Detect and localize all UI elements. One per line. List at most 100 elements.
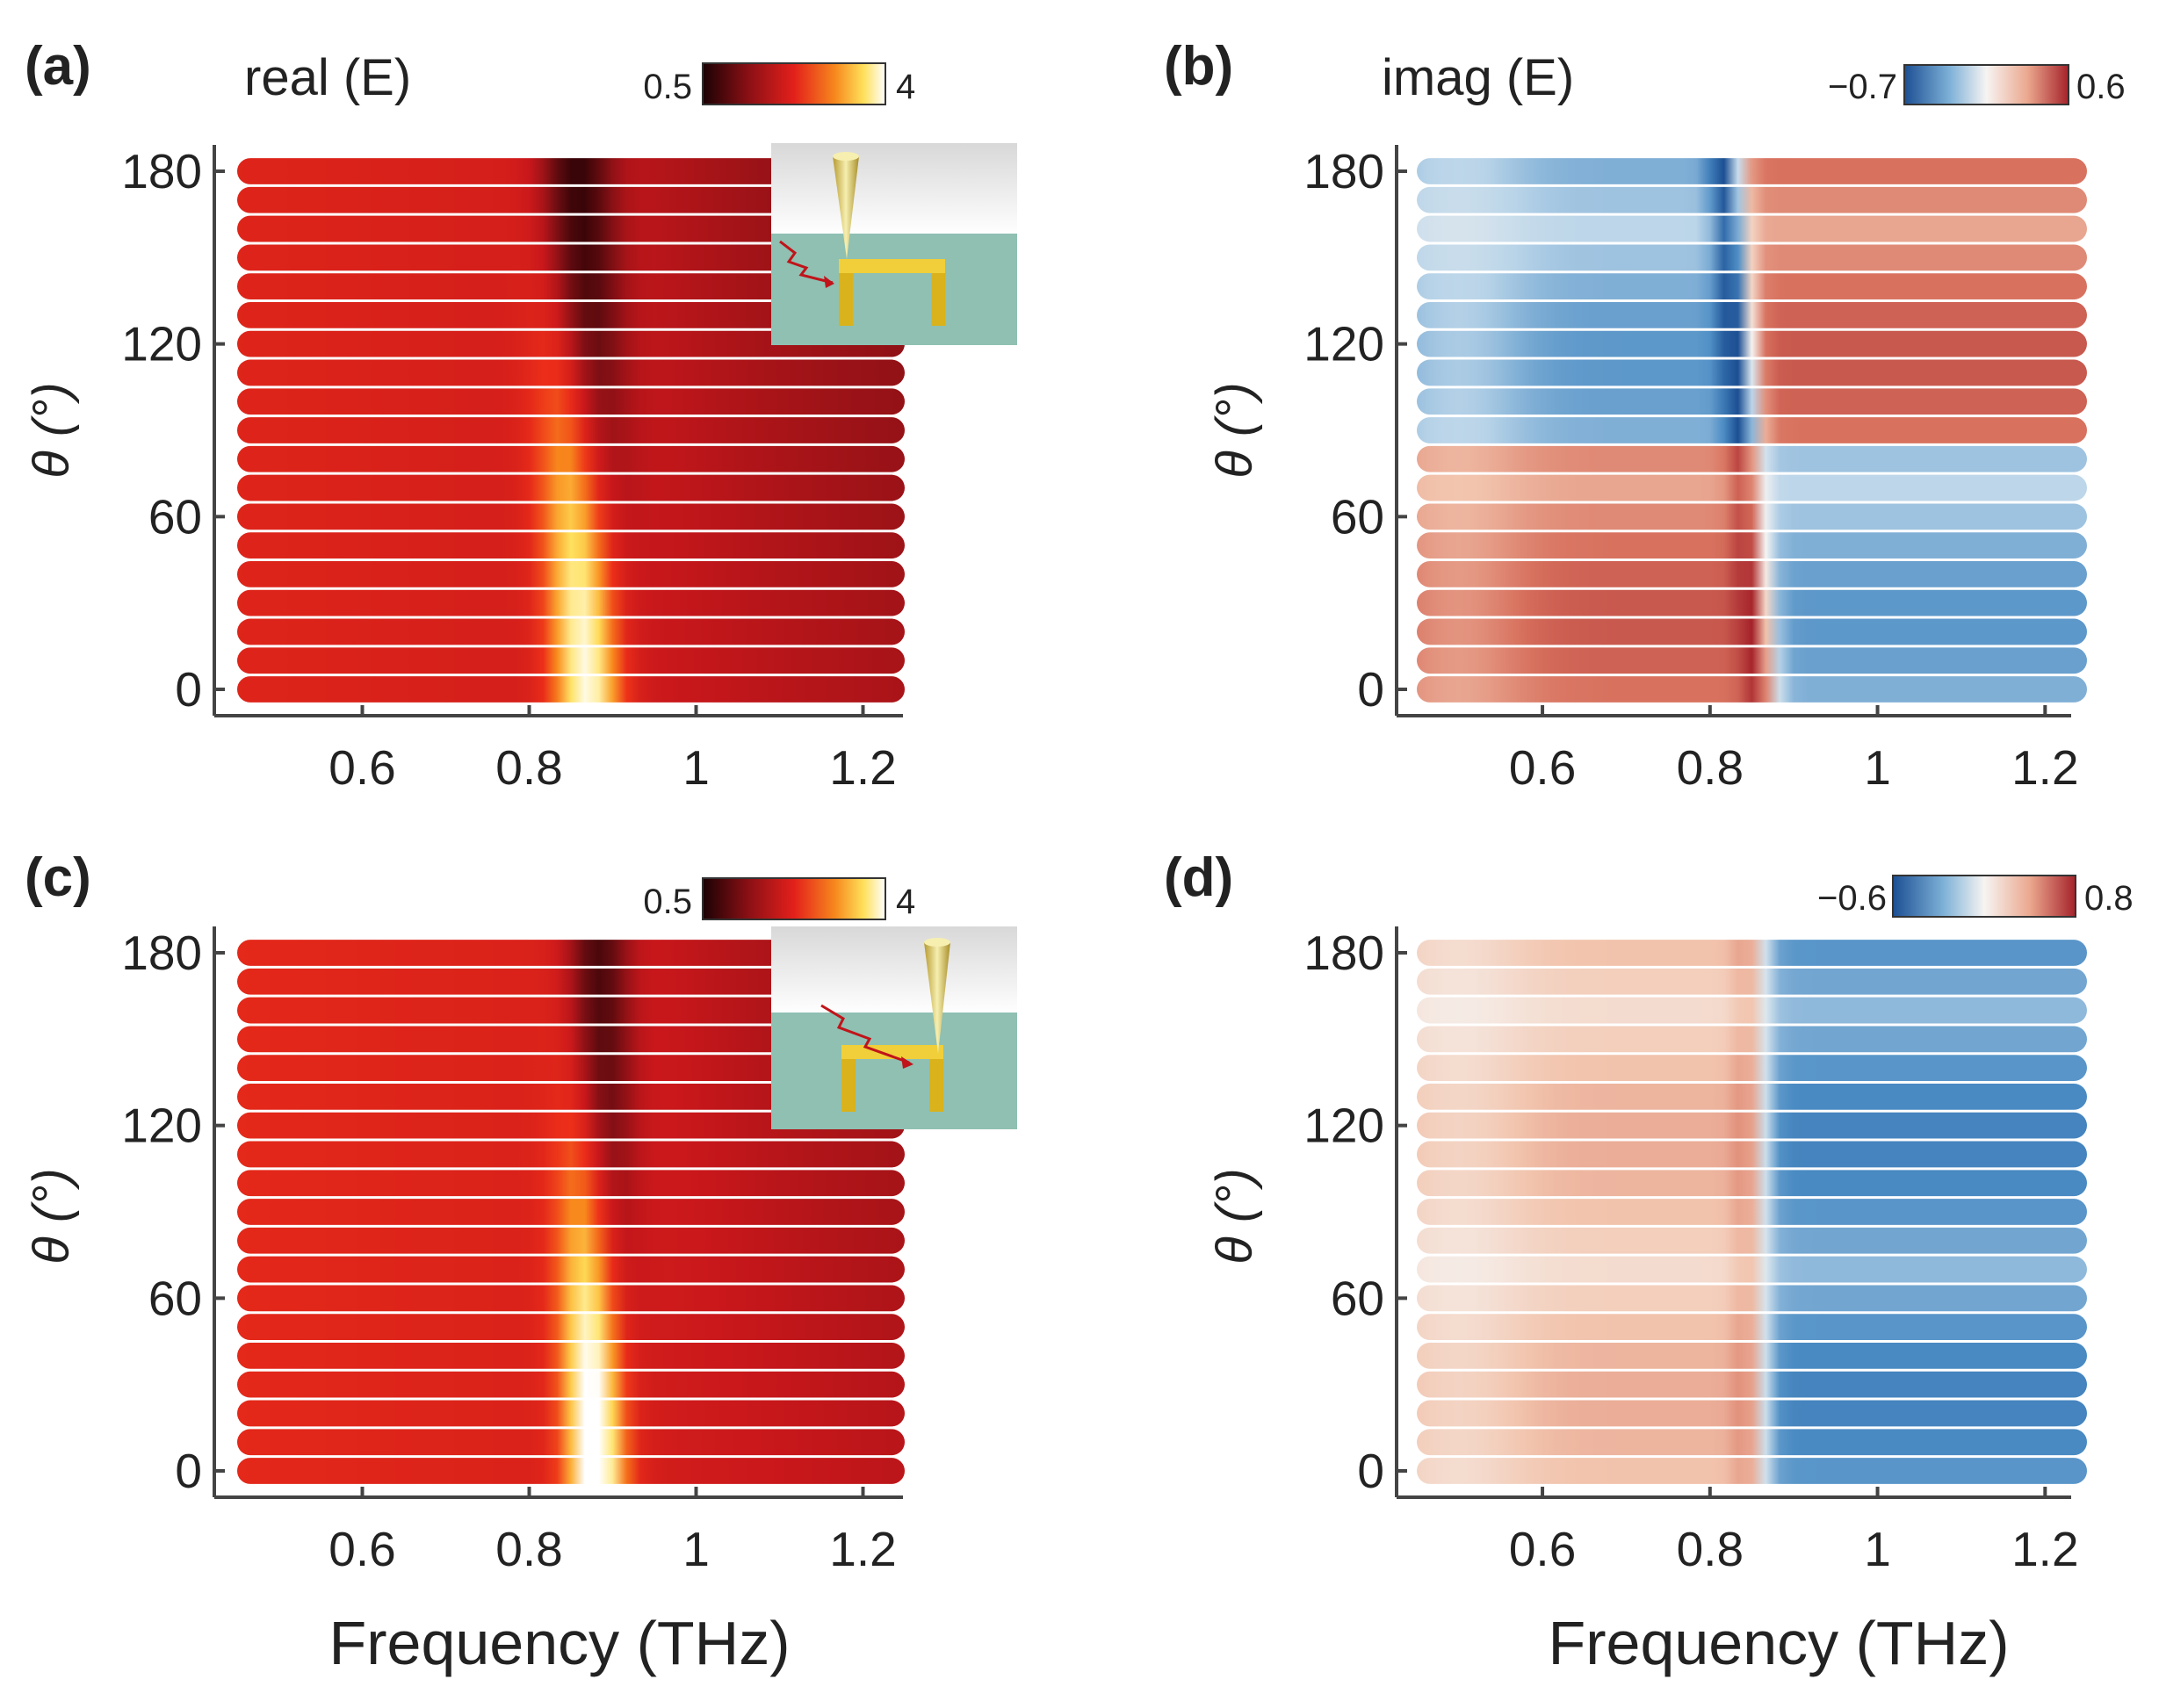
panel-c-label: (c) [25, 847, 91, 908]
heatmap-row-theta-180 [237, 940, 905, 966]
heatmap-row-theta-100 [1417, 388, 2087, 415]
heatmap-row-theta-90 [237, 417, 905, 443]
panel-a-label: (a) [25, 36, 91, 97]
y-tick-label: 120 [121, 1099, 202, 1153]
heatmap-row-theta-80 [237, 1227, 905, 1254]
panel-a-colorbar-min: 0.5 [643, 68, 692, 106]
heatmap-row-theta-20 [237, 1400, 905, 1427]
heatmap-row-theta-110 [237, 1141, 905, 1168]
panel-c-colorbar: 0.5 4 [643, 877, 915, 921]
x-tick-label: 0.6 [329, 740, 395, 795]
panel-a-inset [771, 143, 1017, 345]
panel-d-colorbar: −0.6 0.8 [1817, 875, 2134, 918]
heatmap-row-theta-70 [1417, 474, 2087, 501]
heatmap-row-theta-150 [237, 1026, 905, 1053]
heatmap-row-theta-130 [1417, 302, 2087, 328]
heatmap-row-theta-40 [1417, 561, 2087, 587]
panel-a-axes: 0 60 120 180 0.6 0.8 1 1.2 [121, 144, 903, 795]
heatmap-row-theta-130 [237, 1084, 905, 1110]
y-tick-label: 180 [121, 926, 202, 980]
heatmap-row-theta-100 [237, 1170, 905, 1197]
heatmap-row-theta-40 [237, 1343, 905, 1369]
heatmap-row-theta-0 [1417, 1458, 2087, 1484]
panel-d-colorbar-bar [1892, 875, 2076, 918]
heatmap-row-theta-80 [1417, 445, 2087, 472]
panel-a-inset-background [771, 143, 1017, 235]
heatmap-row-theta-150 [1417, 1026, 2087, 1053]
heatmap-row-theta-80 [237, 445, 905, 472]
panel-b-heatmap [1417, 158, 2087, 703]
heatmap-row-theta-30 [1417, 1371, 2087, 1398]
panel-d-colorbar-min: −0.6 [1817, 879, 1887, 918]
y-tick-label: 60 [1331, 489, 1384, 544]
panel-b-colorbar-max: 0.6 [2076, 68, 2126, 106]
panel-d-axes: 0 60 120 180 0.6 0.8 1 1.2 [1303, 926, 2078, 1576]
heatmap-row-theta-140 [237, 273, 905, 299]
h-resonator-tip-left-icon [779, 152, 945, 326]
heatmap-row-theta-60 [1417, 503, 2087, 530]
heatmap-row-theta-180 [1417, 940, 2087, 966]
panel-b-title: imag (E) [1382, 49, 1574, 106]
heatmap-row-theta-10 [237, 647, 905, 674]
panel-d-heatmap [1417, 940, 2087, 1484]
panel-d-colorbar-max: 0.8 [2084, 879, 2134, 918]
heatmap-row-theta-120 [1417, 330, 2087, 357]
heatmap-row-theta-60 [237, 1285, 905, 1312]
heatmap-row-theta-180 [237, 158, 905, 184]
heatmap-row-theta-60 [237, 503, 905, 530]
heatmap-row-theta-160 [237, 215, 905, 242]
heatmap-row-theta-100 [1417, 1170, 2087, 1197]
heatmap-row-theta-140 [1417, 273, 2087, 299]
heatmap-row-theta-100 [237, 388, 905, 415]
x-tick-label: 0.6 [1509, 1522, 1576, 1576]
x-tick-label: 1.2 [2011, 740, 2078, 795]
x-tick-label: 1 [1864, 740, 1891, 795]
heatmap-row-theta-20 [1417, 618, 2087, 645]
y-tick-label: 120 [1303, 317, 1384, 371]
x-tick-label: 1.2 [829, 740, 896, 795]
heatmap-row-theta-50 [1417, 1314, 2087, 1340]
heatmap-row-theta-170 [1417, 968, 2087, 995]
panel-c-colorbar-bar [702, 877, 886, 920]
heatmap-row-theta-80 [1417, 1227, 2087, 1254]
panel-a-ylabel: θ (°) [23, 382, 80, 478]
heatmap-row-theta-20 [1417, 1400, 2087, 1427]
panel-c-xlabel: Frequency (THz) [329, 1609, 790, 1677]
heatmap-row-theta-120 [237, 330, 905, 357]
panel-d-label: (d) [1164, 847, 1233, 908]
y-tick-label: 0 [175, 662, 202, 717]
panel-c-colorbar-max: 4 [896, 883, 915, 921]
heatmap-row-theta-170 [1417, 186, 2087, 213]
panel-a-inset-substrate [771, 234, 1017, 345]
panel-d-ylabel: θ (°) [1206, 1168, 1263, 1264]
heatmap-row-theta-120 [237, 1112, 905, 1139]
x-tick-label: 0.8 [1677, 1522, 1744, 1576]
heatmap-row-theta-0 [237, 676, 905, 703]
panel-d: (d) −0.6 0.8 0 60 120 180 0.6 0.8 1 1.2 θ (°) F… [1164, 847, 2134, 1677]
heatmap-row-theta-10 [1417, 1429, 2087, 1456]
heatmap-row-theta-50 [237, 1314, 905, 1340]
x-tick-label: 1 [1864, 1522, 1891, 1576]
heatmap-row-theta-20 [237, 618, 905, 645]
heatmap-row-theta-110 [1417, 359, 2087, 386]
heatmap-row-theta-110 [1417, 1141, 2087, 1168]
heatmap-row-theta-170 [237, 968, 905, 995]
heatmap-row-theta-0 [1417, 676, 2087, 703]
x-tick-label: 0.6 [1509, 740, 1576, 795]
heatmap-row-theta-160 [1417, 997, 2087, 1024]
heatmap-row-theta-50 [1417, 532, 2087, 559]
y-tick-label: 180 [121, 144, 202, 198]
y-tick-label: 120 [121, 317, 202, 371]
heatmap-row-theta-90 [1417, 1199, 2087, 1225]
panel-c-heatmap [237, 940, 905, 1484]
heatmap-row-theta-180 [1417, 158, 2087, 184]
heatmap-row-theta-150 [1417, 244, 2087, 271]
y-tick-label: 180 [1303, 926, 1384, 980]
heatmap-row-theta-30 [237, 589, 905, 616]
heatmap-row-theta-160 [1417, 215, 2087, 242]
y-tick-label: 0 [175, 1444, 202, 1498]
y-tick-label: 60 [148, 489, 202, 544]
